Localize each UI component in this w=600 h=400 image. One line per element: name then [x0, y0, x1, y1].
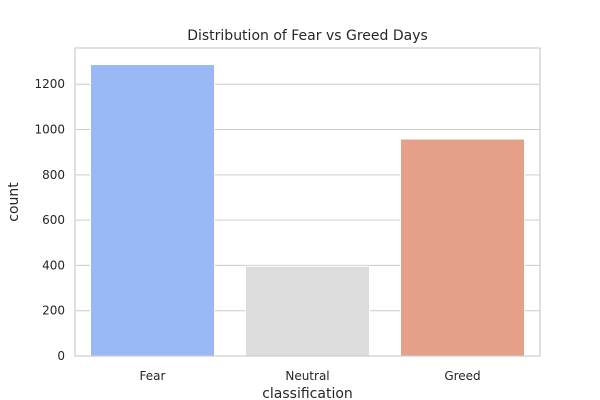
plot-frame: [74, 47, 541, 357]
y-tick-label: 200: [42, 304, 65, 318]
y-tick-label: 600: [42, 213, 65, 227]
bar-neutral: [245, 265, 370, 357]
x-axis-label: classification: [262, 386, 353, 400]
x-tick-label: Fear: [140, 369, 166, 383]
y-tick-label: 800: [42, 168, 65, 182]
x-tick-label: Neutral: [285, 369, 329, 383]
x-tick-labels: Fear Neutral Greed: [140, 369, 481, 383]
y-axis-label: count: [6, 182, 22, 222]
chart-title: Distribution of Fear vs Greed Days: [187, 28, 428, 44]
x-tick-label: Greed: [444, 369, 480, 383]
y-tick-label: 0: [57, 349, 65, 363]
bar-fear: [90, 64, 215, 357]
y-tick-label: 1000: [34, 123, 65, 137]
y-tick-label: 1200: [34, 77, 65, 91]
y-tick-labels: 0 200 400 600 800 1000 1200: [34, 77, 65, 363]
y-tick-label: 400: [42, 258, 65, 272]
bar-greed: [400, 138, 525, 357]
